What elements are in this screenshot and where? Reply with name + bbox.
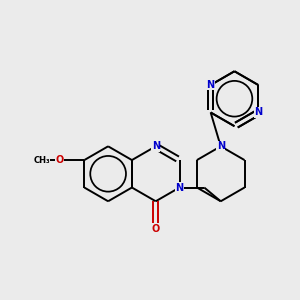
Text: N: N: [217, 141, 225, 151]
Text: N: N: [207, 80, 215, 90]
Text: O: O: [152, 224, 160, 234]
Text: N: N: [176, 182, 184, 193]
Text: N: N: [254, 107, 262, 118]
Text: N: N: [152, 141, 160, 151]
Text: O: O: [56, 155, 64, 165]
Text: CH₃: CH₃: [33, 156, 50, 165]
